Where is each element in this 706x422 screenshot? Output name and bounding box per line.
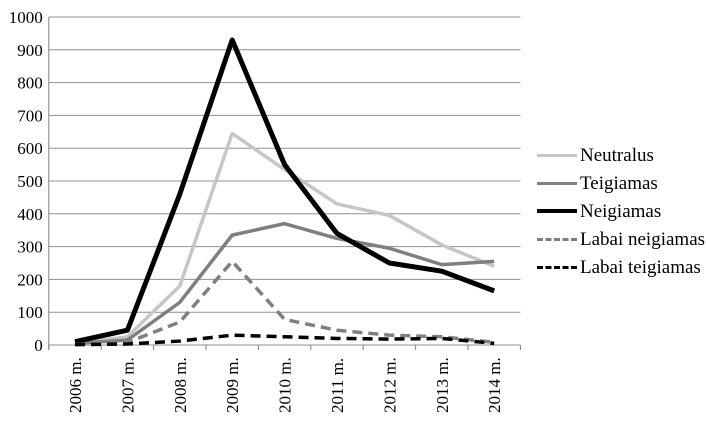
legend-line-sample [537, 209, 577, 213]
y-axis-tick-label: 800 [17, 74, 43, 93]
x-axis-tick-label: 2013 m. [433, 357, 452, 413]
x-axis-tick-label: 2012 m. [380, 357, 399, 413]
y-axis-tick-label: 200 [17, 270, 43, 289]
legend-item: Neutralus [537, 141, 705, 169]
legend-item-label: Teigiamas [580, 172, 658, 194]
x-axis-tick-label: 2011 m. [328, 358, 347, 413]
x-axis-tick-label: 2014 m. [485, 357, 504, 413]
legend-item-label: Labai neigiamas [580, 228, 706, 250]
series-line-neigiamas [74, 37, 496, 345]
x-axis-tick-label: 2009 m. [223, 357, 242, 413]
legend-line-sample [537, 181, 577, 185]
legend-item: Neigiamas [537, 197, 705, 225]
series-line-teigiamas [74, 221, 495, 346]
y-axis-tick-label: 700 [17, 106, 43, 125]
y-axis-tick-label: 0 [34, 336, 43, 355]
series-line-labai-teigiamas [74, 333, 495, 347]
legend-item-label: Neigiamas [580, 200, 662, 222]
legend-item: Teigiamas [537, 169, 705, 197]
y-axis-tick-label: 900 [17, 41, 43, 60]
series-line-labai-neigiamas [74, 259, 495, 347]
legend-line-sample [537, 237, 577, 241]
legend: Neutralus Teigiamas Neigiamas Labai neigiam… [537, 141, 705, 281]
legend-item: Labai teigiamas [537, 253, 705, 281]
y-axis-tick-label: 500 [17, 172, 43, 191]
legend-item-label: Labai teigiamas [580, 256, 701, 278]
legend-item-label: Neutralus [580, 144, 654, 166]
x-axis-tick-label: 2010 m. [276, 357, 295, 413]
legend-line-sample [537, 265, 577, 269]
y-axis-tick-label: 600 [17, 139, 43, 158]
y-axis-tick-label: 1000 [9, 8, 43, 27]
legend-line-sample [537, 153, 577, 157]
legend-item: Labai neigiamas [537, 225, 705, 253]
y-axis-tick-label: 100 [17, 303, 43, 322]
series-line-neutralus [74, 131, 495, 346]
y-axis-tick-label: 400 [17, 205, 43, 224]
y-axis-tick-label: 300 [17, 238, 43, 257]
x-axis-tick-label: 2008 m. [171, 357, 190, 413]
x-axis-tick-label: 2007 m. [118, 357, 137, 413]
x-axis-tick-label: 2006 m. [66, 357, 85, 413]
